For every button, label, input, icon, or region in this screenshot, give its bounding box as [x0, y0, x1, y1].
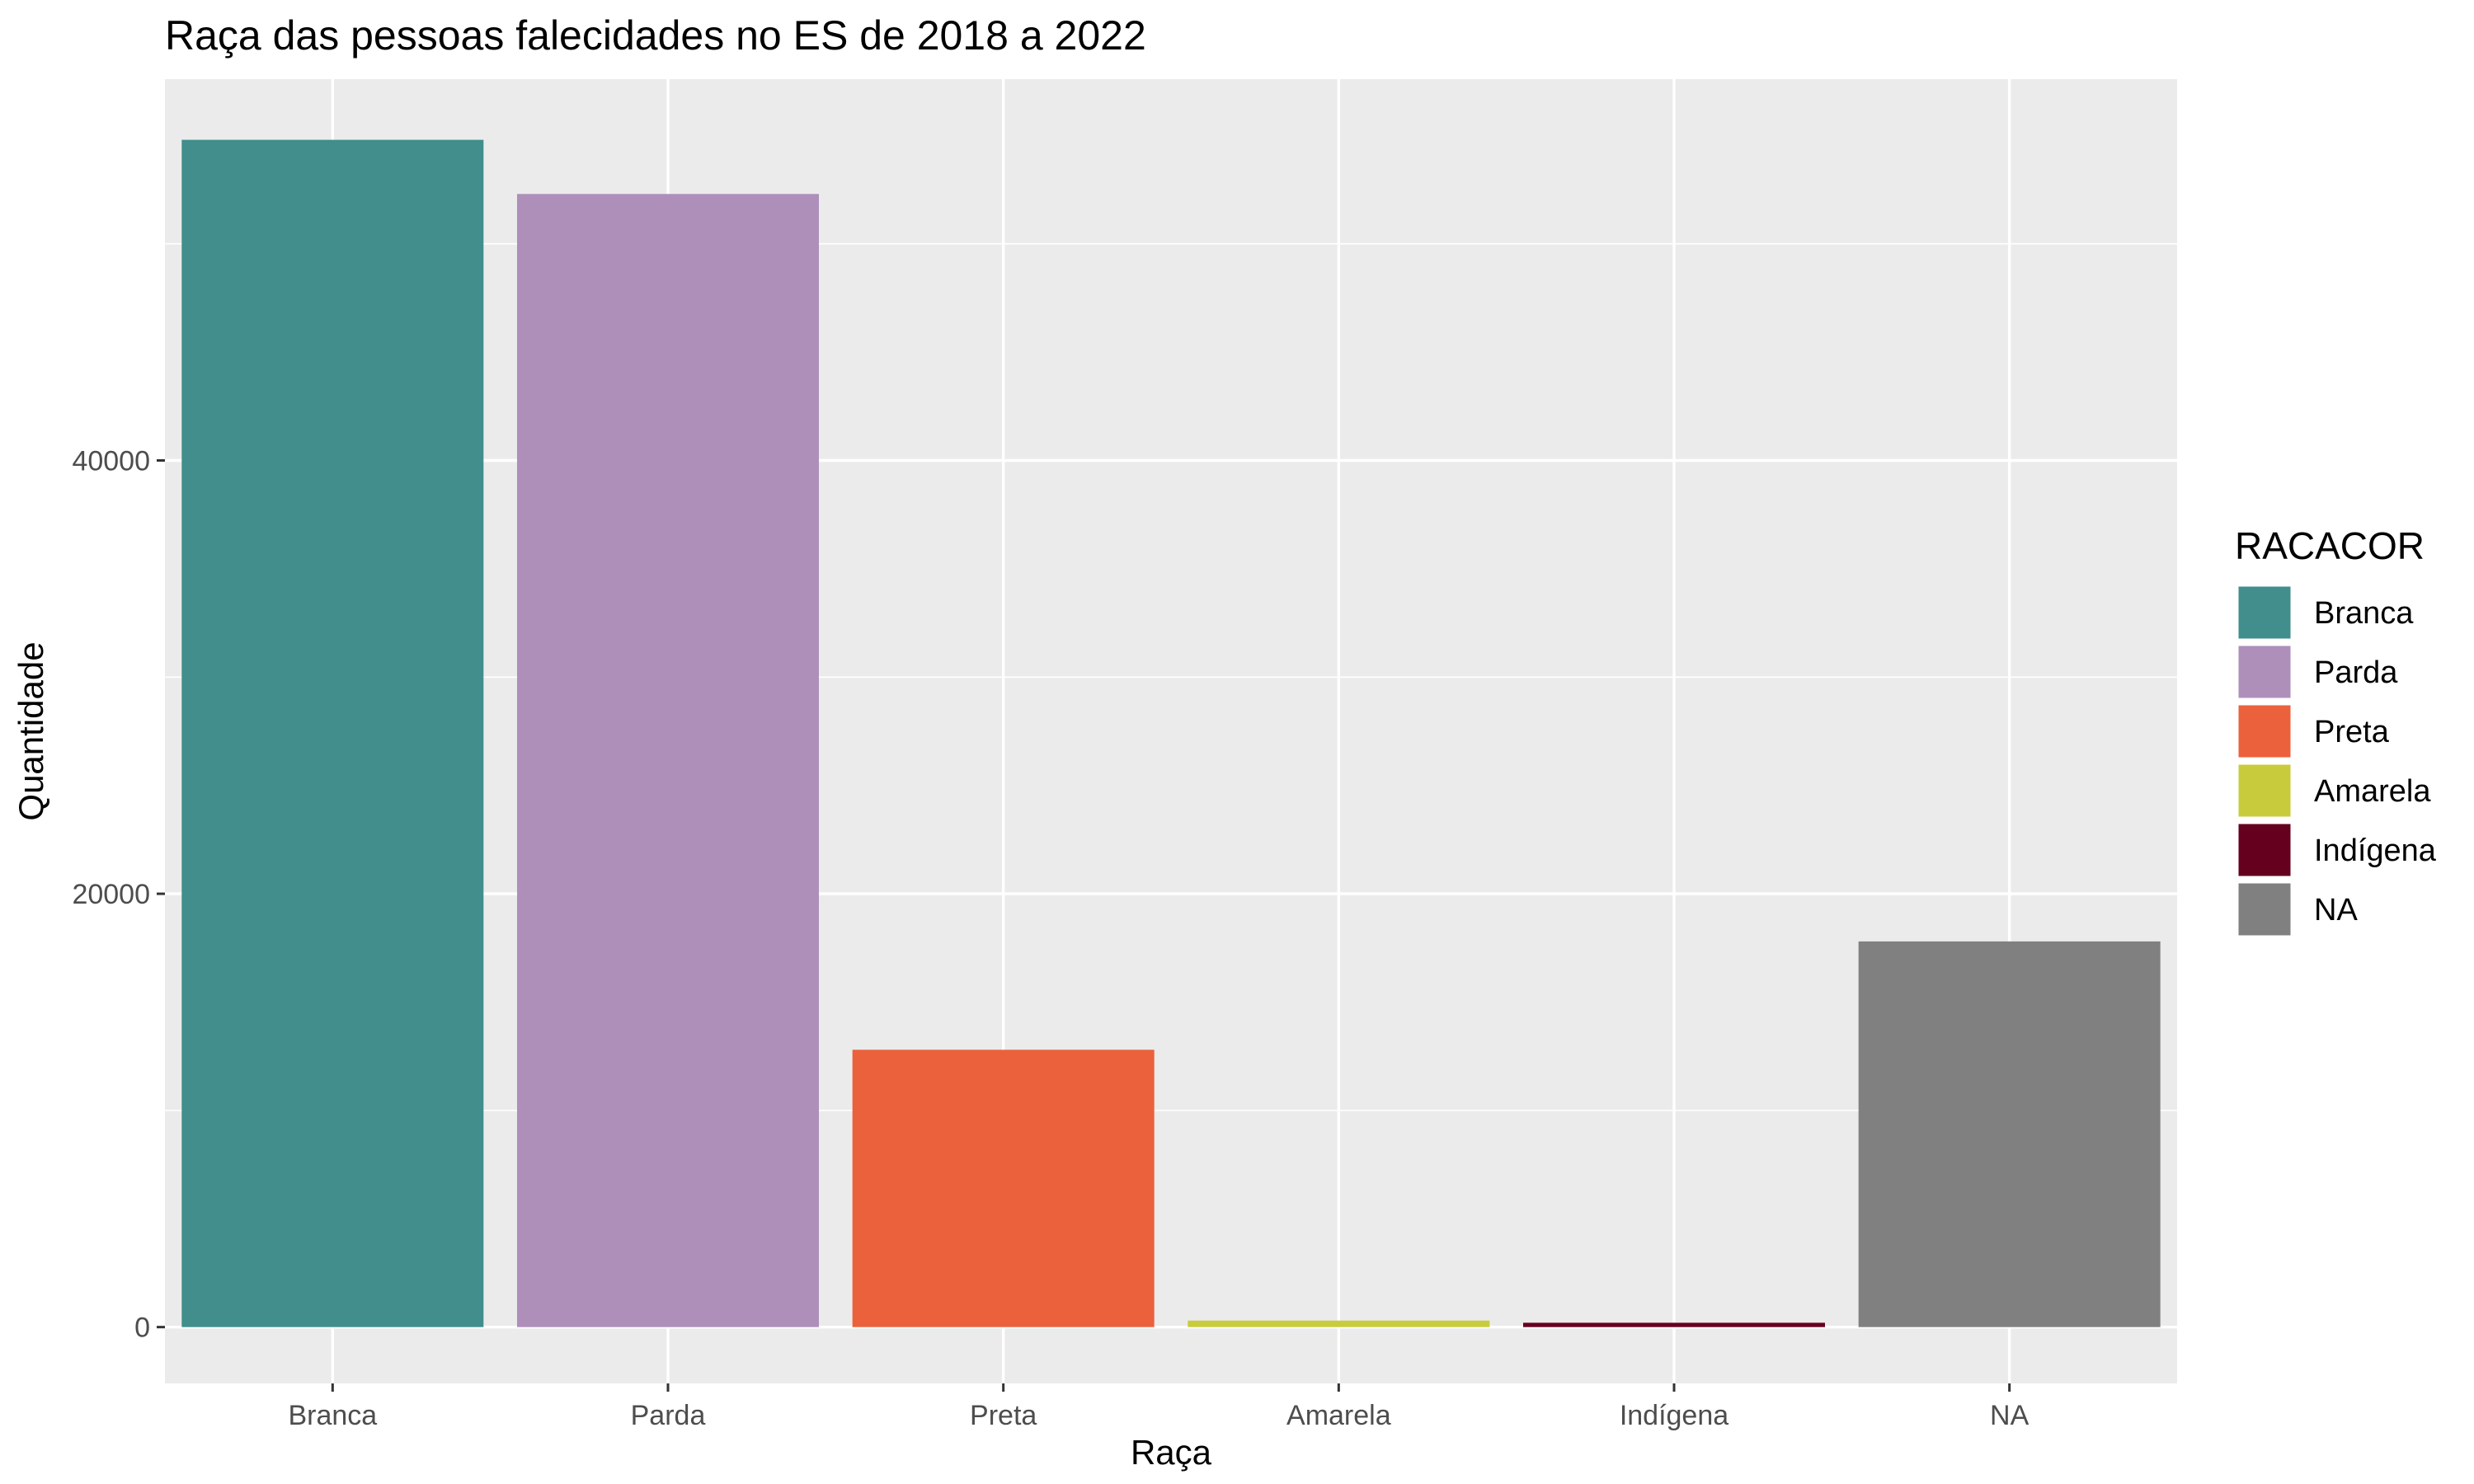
x-tick-label: NA [1990, 1400, 2030, 1431]
legend-key [2236, 584, 2293, 641]
legend-label: Branca [2314, 596, 2414, 631]
legend-title: RACACOR [2235, 524, 2425, 567]
x-tick-label: Branca [288, 1400, 377, 1431]
y-tick-label: 20000 [72, 879, 150, 910]
legend-key [2236, 881, 2293, 938]
x-tick-label: Preta [970, 1400, 1037, 1431]
legend-key [2236, 643, 2293, 701]
x-axis-title: Raça [1131, 1433, 1212, 1472]
bar-indígena [1523, 1322, 1825, 1327]
legend-label: Indígena [2314, 834, 2437, 868]
bar-na [1858, 941, 2161, 1327]
y-axis-title: Quantidade [12, 641, 50, 820]
legend-key [2236, 762, 2293, 819]
bars [181, 139, 2161, 1327]
legend-label: Parda [2314, 655, 2398, 690]
legend-key [2236, 702, 2293, 760]
x-axis: Branca Parda Preta Amarela Indígena NA [288, 1383, 2030, 1431]
bar-branca [181, 139, 484, 1327]
legend-label: NA [2314, 893, 2358, 928]
legend-label: Preta [2314, 715, 2390, 749]
legend-key [2236, 821, 2293, 879]
bar-parda [517, 194, 819, 1327]
legend: RACACOR Branca Parda Preta Amarela Indígena N… [2235, 524, 2437, 938]
legend-items: Branca Parda Preta Amarela Indígena NA [2236, 584, 2437, 938]
y-axis: 0 20000 40000 [72, 446, 165, 1344]
chart-title: Raça das pessoas falecidades no ES de 20… [165, 12, 1146, 59]
plot-panel [165, 79, 2177, 1383]
x-tick-label: Parda [631, 1400, 706, 1431]
bar-preta [852, 1050, 1155, 1327]
x-tick-label: Amarela [1286, 1400, 1391, 1431]
x-tick-label: Indígena [1620, 1400, 1729, 1431]
y-tick-label: 40000 [72, 446, 150, 477]
bar-amarela [1188, 1320, 1490, 1327]
legend-label: Amarela [2314, 774, 2431, 809]
y-tick-label: 0 [134, 1313, 150, 1344]
